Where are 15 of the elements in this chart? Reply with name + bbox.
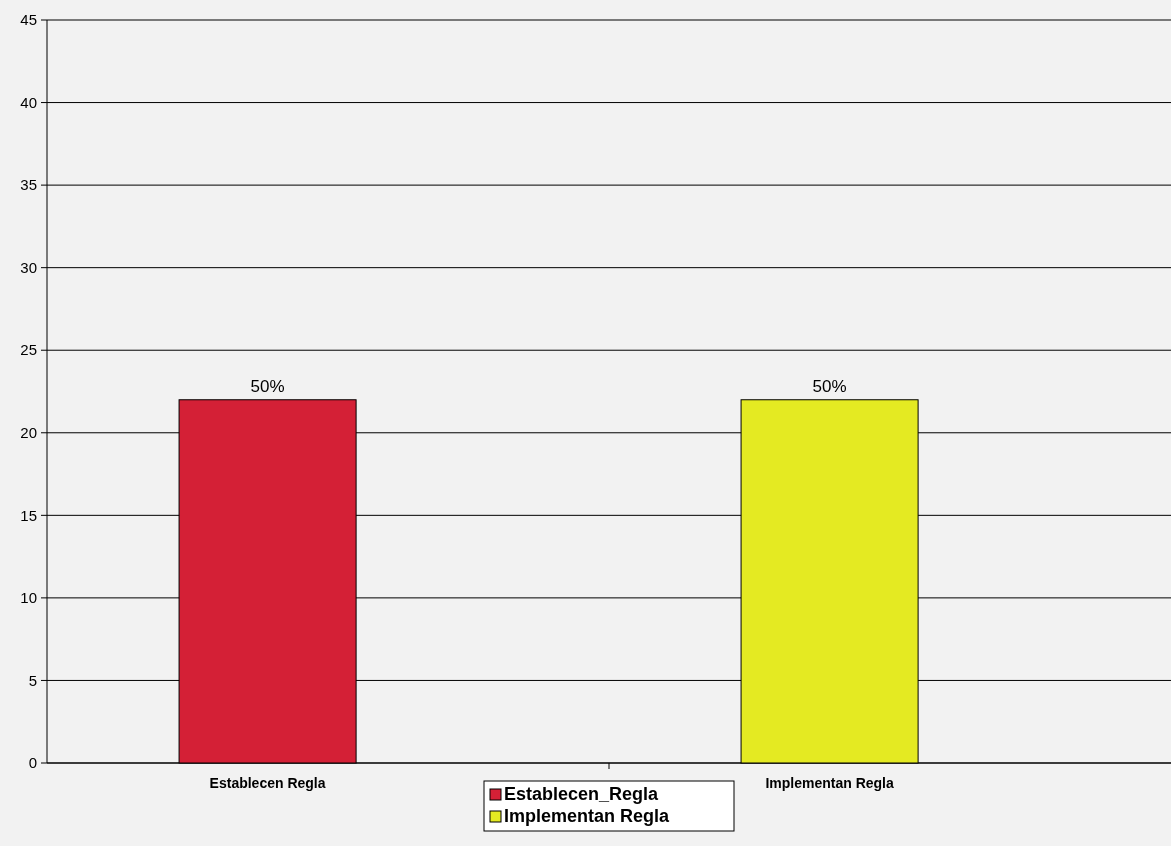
y-tick-label: 40: [20, 93, 37, 111]
y-tick-label: 30: [20, 258, 37, 276]
y-tick-label: 15: [20, 506, 37, 524]
y-tick-label: 35: [20, 176, 37, 194]
x-tick-label: Establecen Regla: [209, 775, 326, 791]
y-tick-label: 20: [20, 424, 37, 442]
y-tick-label: 45: [20, 11, 37, 29]
annotation: 50%: [812, 376, 847, 396]
y-tick-label: 5: [28, 671, 37, 689]
legend-label: Establecen_Regla: [504, 784, 660, 804]
y-tick-label: 25: [20, 341, 37, 359]
y-tick-label: 10: [20, 589, 37, 607]
annotation: 50%: [250, 376, 285, 396]
legend-label: Implementan Regla: [504, 806, 671, 826]
y-tick-label: 0: [28, 754, 37, 772]
